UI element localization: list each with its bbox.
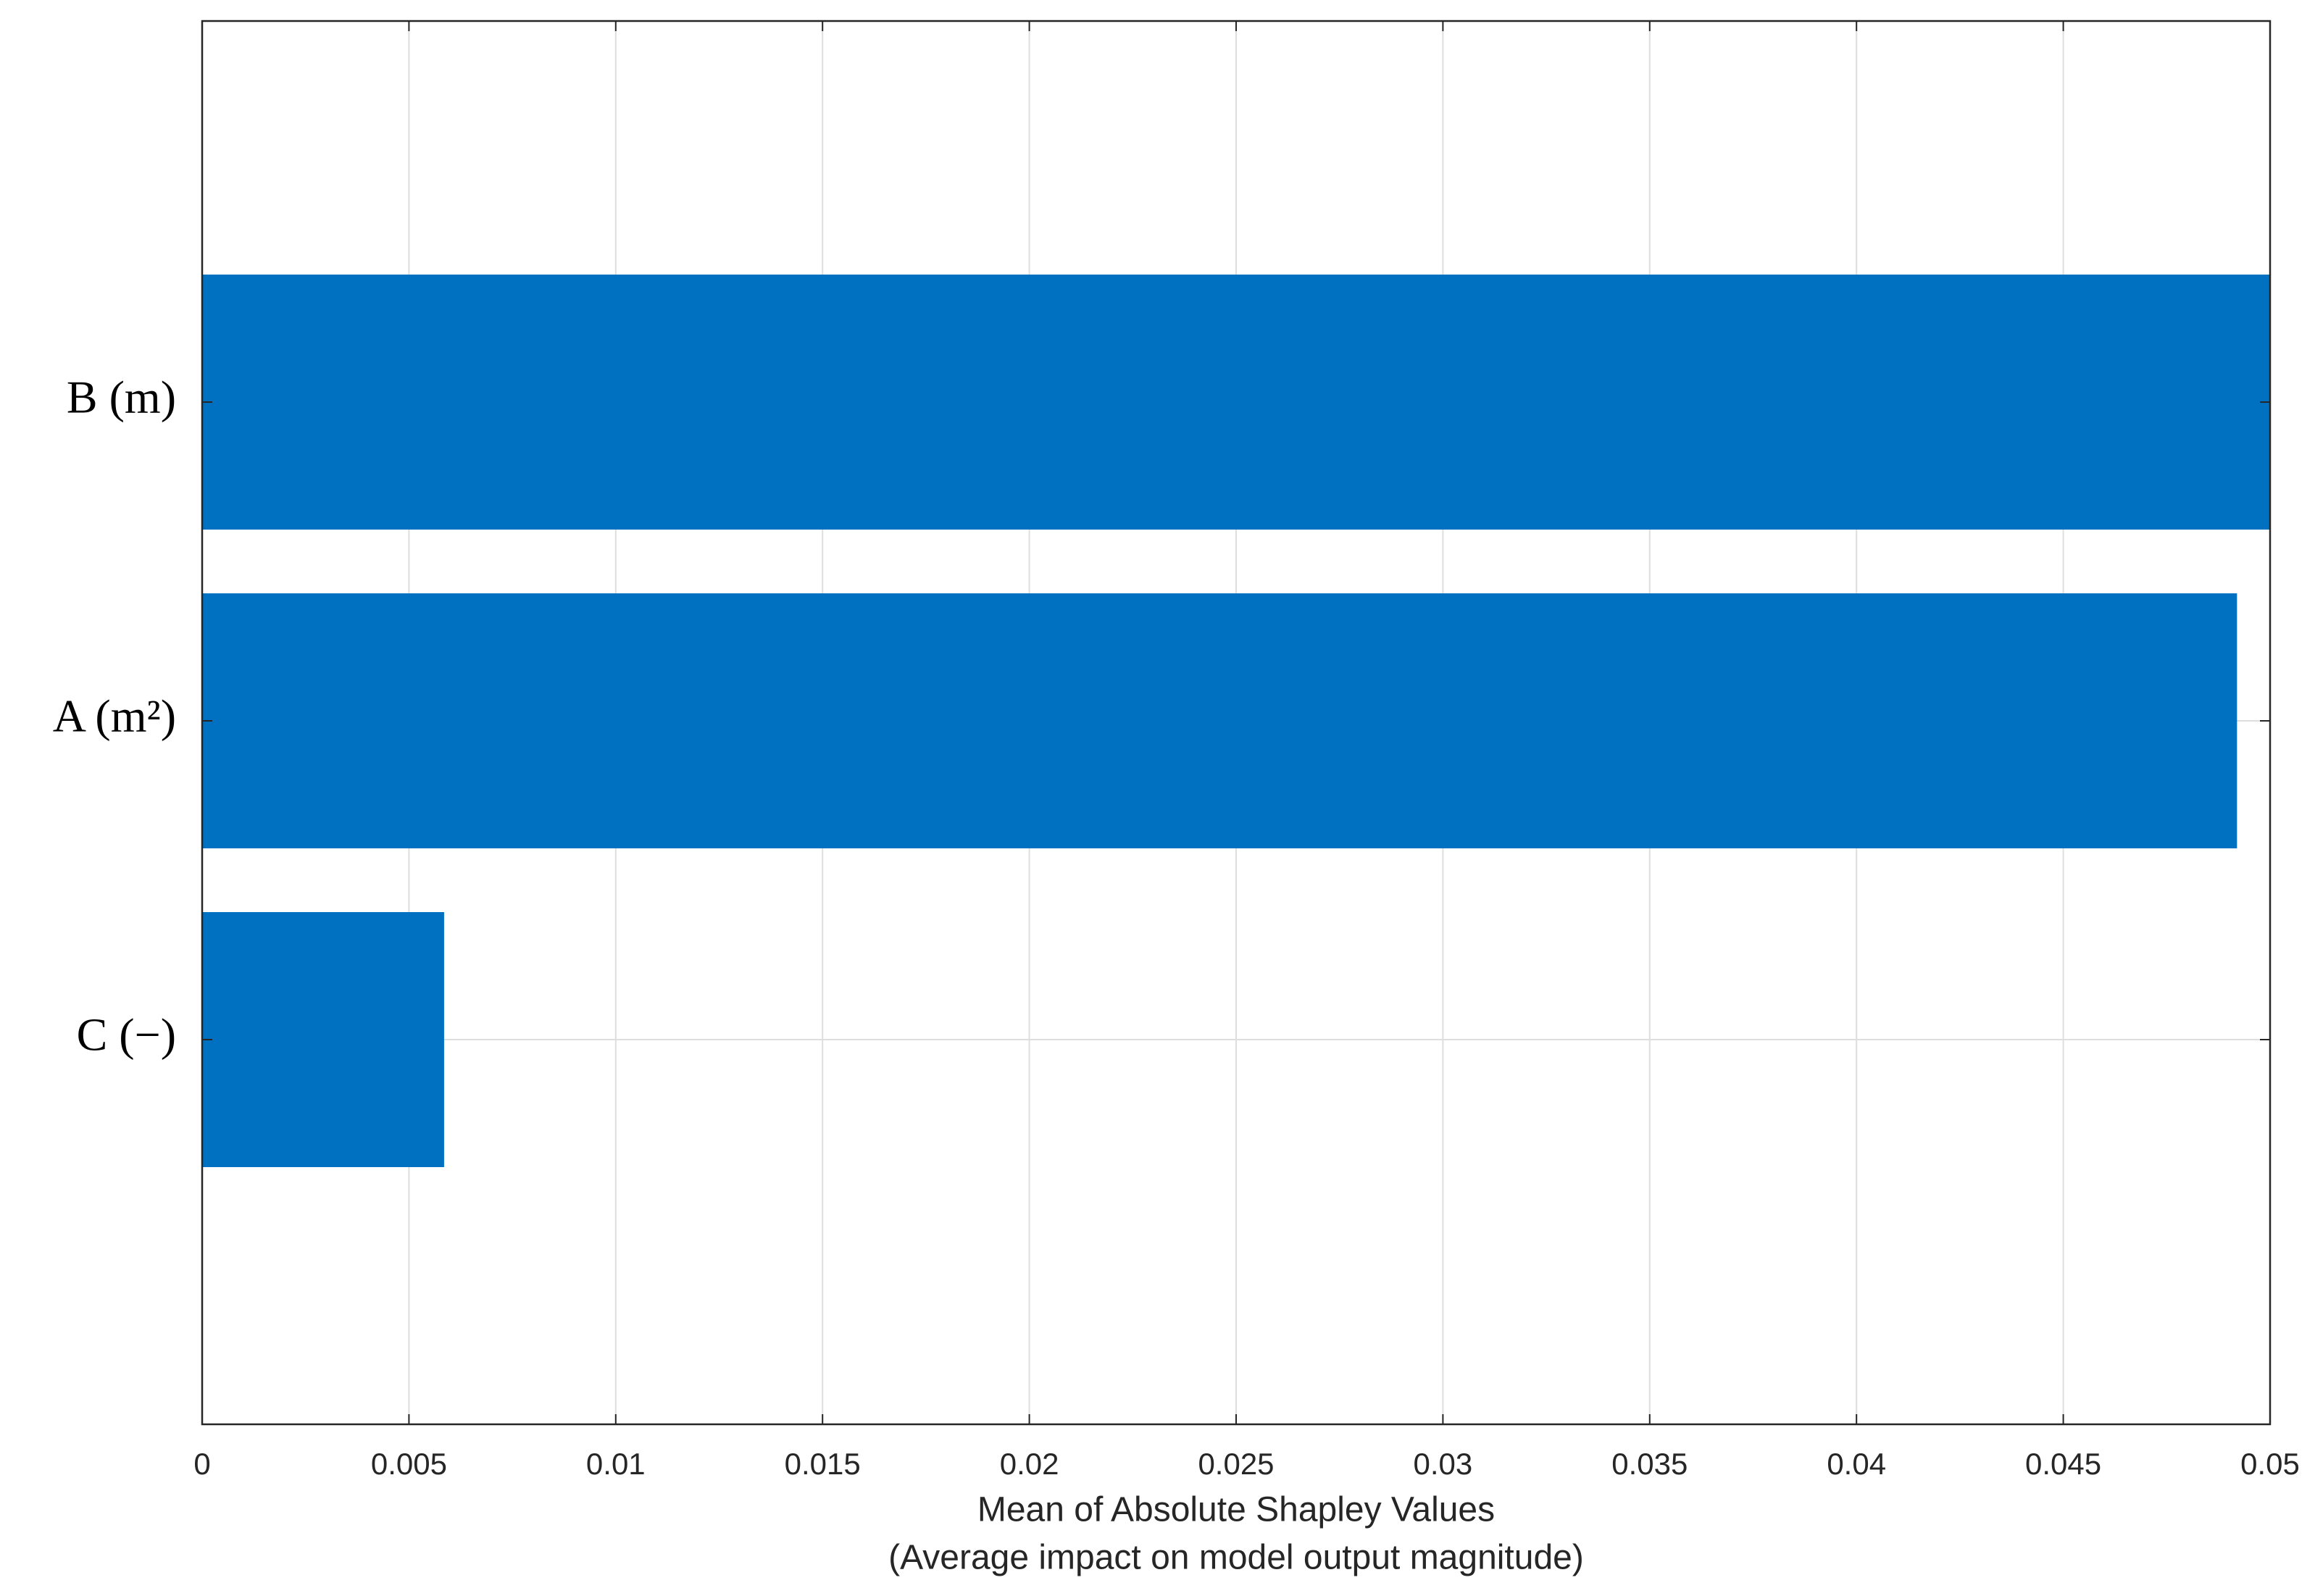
x-tick-label: 0.02 bbox=[1000, 1447, 1059, 1481]
x-tick-label: 0.025 bbox=[1198, 1447, 1274, 1481]
bar bbox=[202, 275, 2270, 530]
y-tick-label: A (m²) bbox=[53, 690, 176, 742]
x-axis-label: Mean of Absolute Shapley Values bbox=[977, 1491, 1495, 1529]
y-tick-label: B (m) bbox=[67, 372, 176, 423]
bar bbox=[202, 912, 444, 1167]
x-tick-label: 0.04 bbox=[1827, 1447, 1886, 1481]
plot-frame bbox=[201, 20, 2272, 1426]
x-tick-label: 0.05 bbox=[2240, 1447, 2300, 1481]
x-tick-label: 0.03 bbox=[1414, 1447, 1473, 1481]
x-tick-label: 0.01 bbox=[586, 1447, 646, 1481]
x-tick-label: 0.035 bbox=[1611, 1447, 1688, 1481]
x-axis-label: (Average impact on model output magnitud… bbox=[888, 1539, 1584, 1577]
y-tick-label: C (−) bbox=[77, 1009, 176, 1061]
x-tick-label: 0.005 bbox=[371, 1447, 447, 1481]
x-tick-label: 0 bbox=[193, 1447, 210, 1481]
x-tick-label: 0.045 bbox=[2025, 1447, 2101, 1481]
bar bbox=[202, 593, 2237, 848]
x-tick-label: 0.015 bbox=[785, 1447, 861, 1481]
